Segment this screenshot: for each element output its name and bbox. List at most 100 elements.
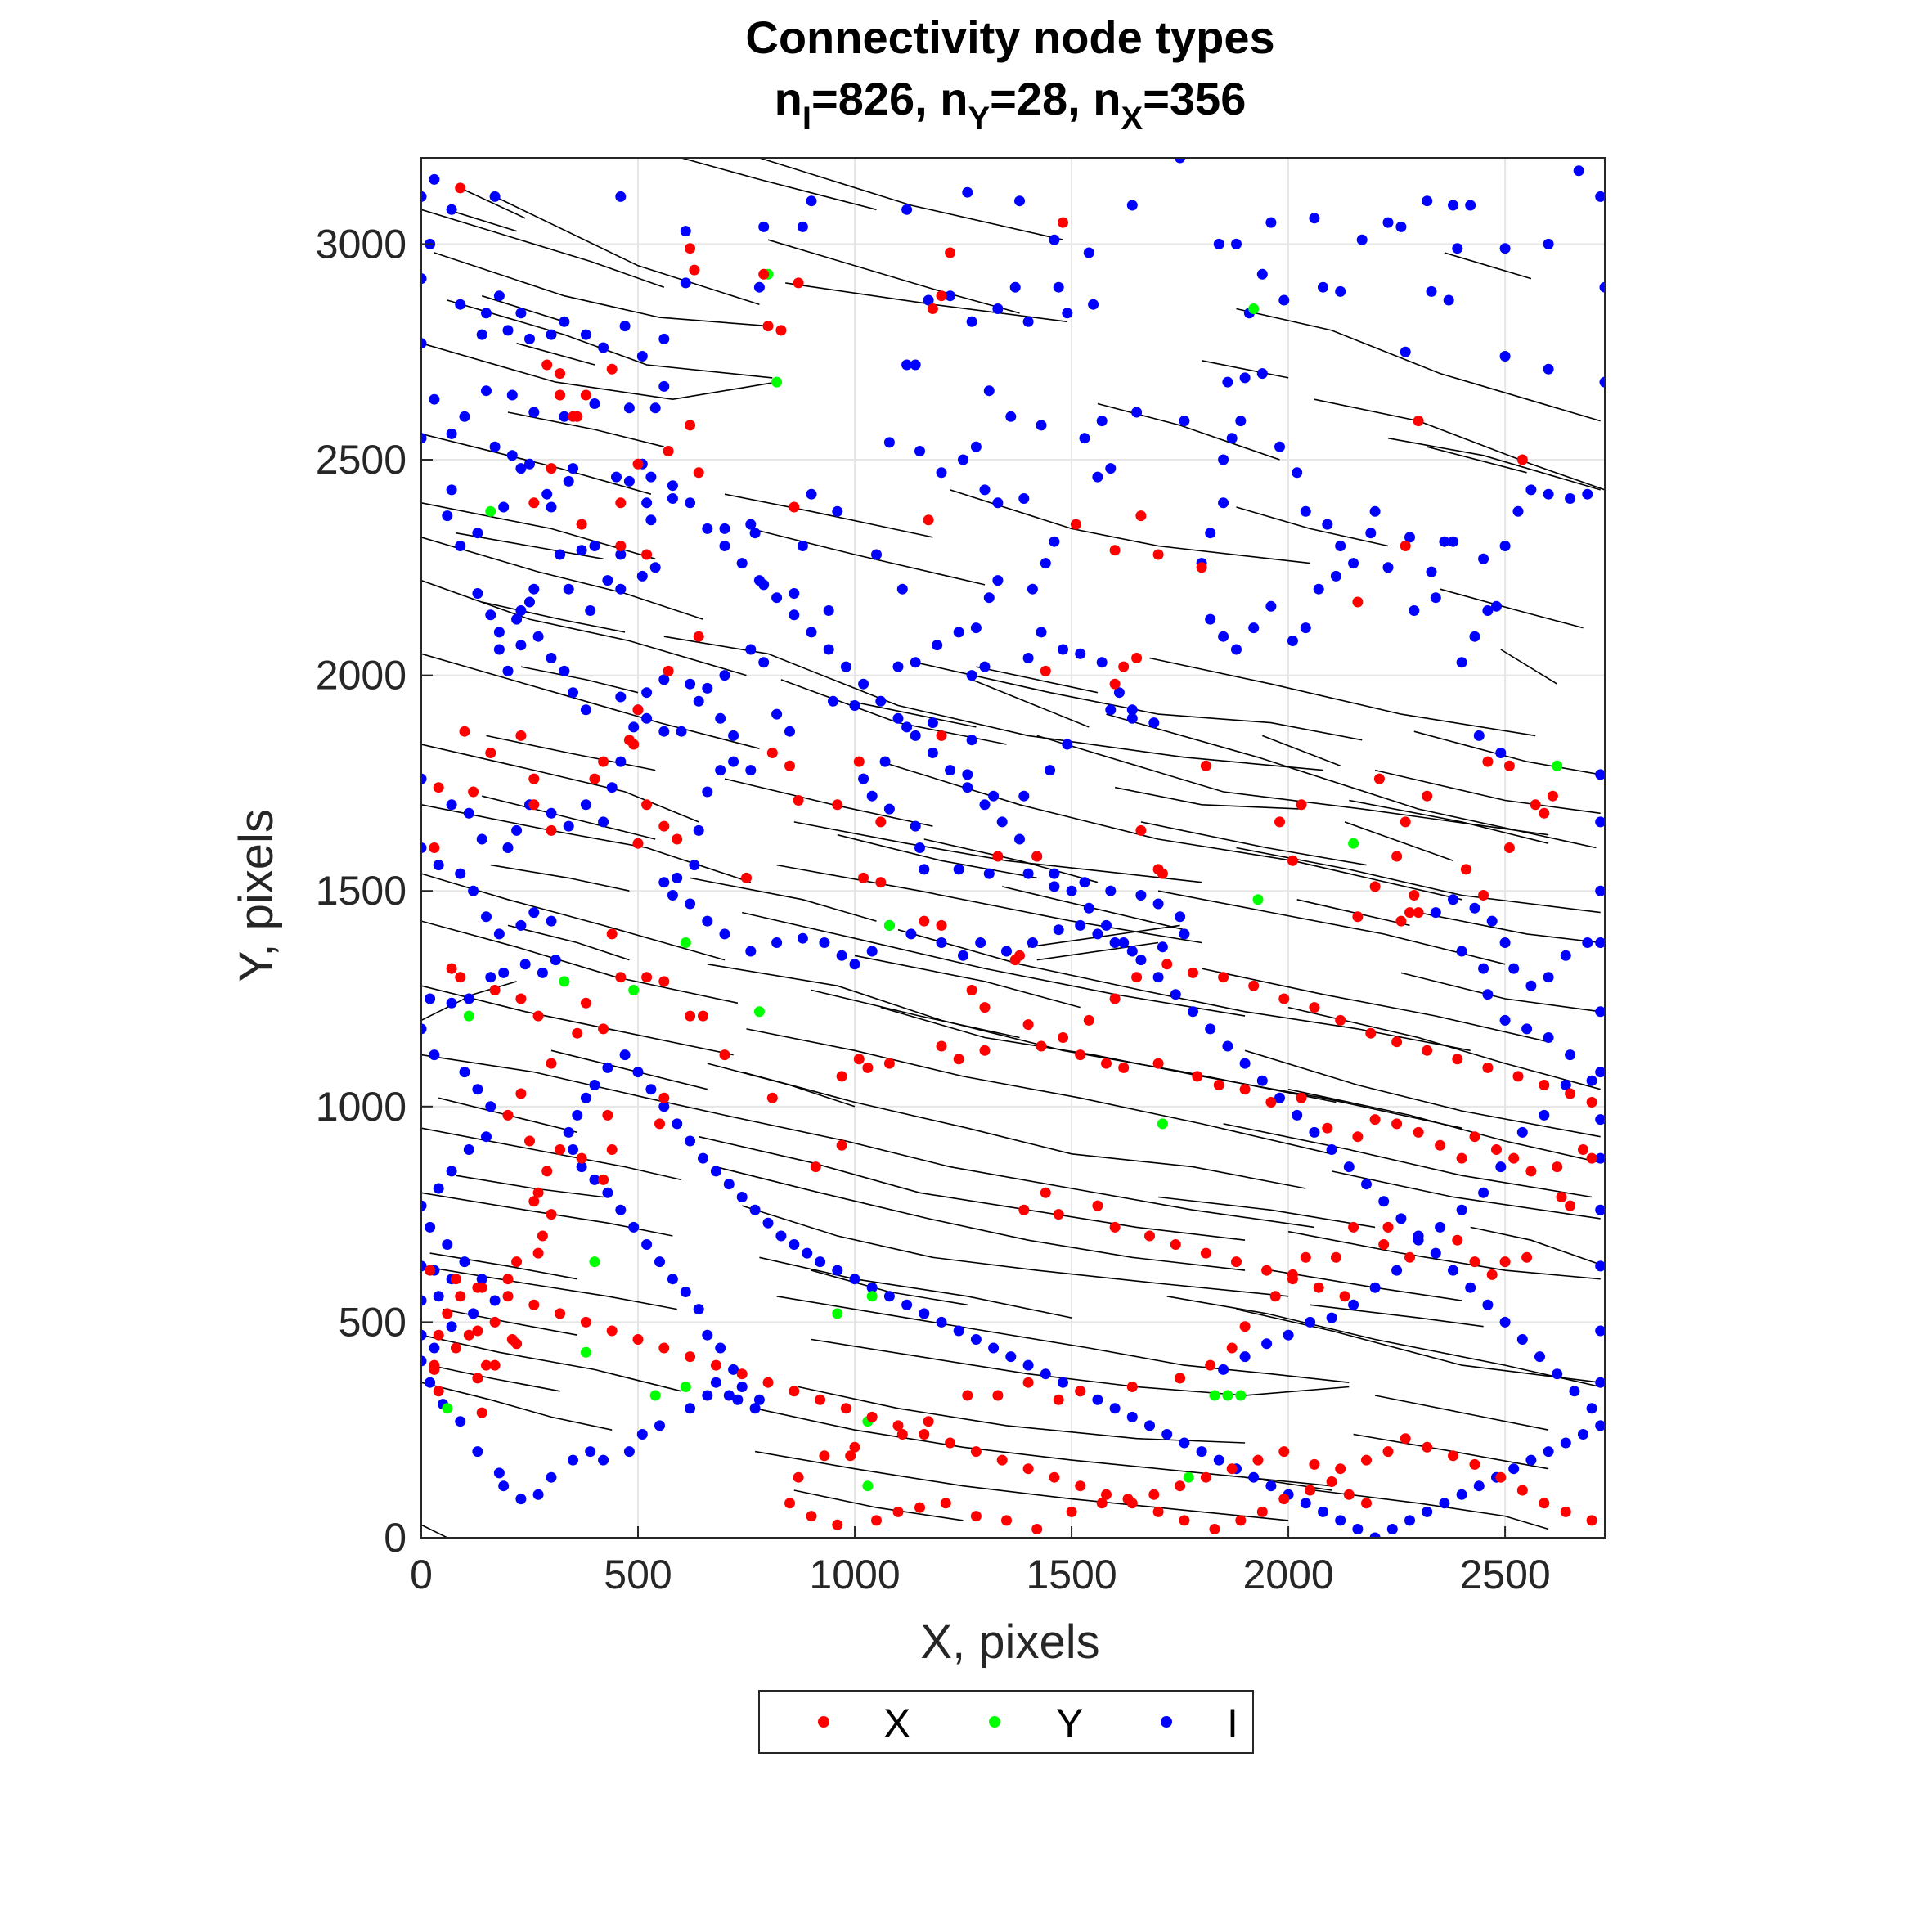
node-point-i [1448, 1265, 1458, 1276]
node-point-x [606, 928, 618, 940]
node-point-i [511, 613, 523, 625]
node-point-x [546, 1209, 557, 1220]
node-point-i [685, 1403, 696, 1414]
node-point-i [836, 950, 847, 961]
node-point-i [446, 204, 457, 215]
connectivity-segment [1166, 1296, 1601, 1388]
node-point-i [988, 1342, 1000, 1354]
node-point-x [1313, 1282, 1324, 1293]
node-point-x [658, 1342, 670, 1354]
connectivity-segment [811, 989, 1020, 1039]
node-point-x [1521, 1251, 1533, 1263]
node-point-x [1200, 760, 1211, 771]
node-point-x [1144, 1230, 1155, 1242]
node-point-x [685, 1351, 696, 1363]
node-point-y [1222, 1390, 1233, 1401]
node-point-x [576, 1152, 587, 1164]
node-point-x [1296, 1092, 1307, 1103]
node-point-x [1469, 1256, 1480, 1268]
node-point-x [1460, 864, 1471, 875]
node-point-x [1118, 661, 1130, 672]
node-point-i [442, 510, 453, 522]
node-point-i [970, 441, 982, 452]
node-point-i [975, 937, 986, 948]
node-point-i [1218, 454, 1229, 465]
node-point-x [1491, 1144, 1502, 1155]
node-point-i [1231, 238, 1242, 249]
node-point-i [685, 1135, 696, 1147]
connectivity-segment [421, 342, 777, 401]
node-point-i [1274, 1092, 1285, 1103]
subtitle-nI-sub: I [802, 101, 811, 137]
legend: X Y I [758, 1690, 1254, 1754]
connectivity-segment [507, 411, 664, 447]
subtitle-separator-1: , [914, 73, 940, 124]
node-point-x [1175, 1373, 1186, 1384]
connectivity-segment [971, 679, 1090, 728]
node-point-i [958, 454, 968, 465]
node-point-x [1348, 1221, 1359, 1233]
node-point-x [815, 1394, 826, 1405]
node-point-i [866, 790, 878, 802]
node-point-i [1395, 221, 1407, 232]
node-point-i [1196, 1446, 1207, 1458]
node-point-i [1300, 1498, 1311, 1509]
connectivity-segment [1097, 402, 1280, 461]
node-point-i [1027, 583, 1038, 595]
node-point-x [541, 1166, 553, 1177]
node-point-i [1422, 195, 1433, 207]
node-point-x [568, 411, 578, 422]
node-point-x [489, 985, 501, 995]
node-point-i [421, 1329, 427, 1341]
connectivity-segment [780, 679, 1007, 745]
node-point-i [632, 1067, 644, 1078]
node-point-i [966, 316, 977, 327]
node-point-i [914, 446, 925, 456]
node-point-i [1348, 558, 1359, 569]
node-point-i [1118, 937, 1130, 948]
node-point-i [528, 407, 540, 418]
node-point-i [1595, 1204, 1605, 1215]
node-point-i [1465, 1282, 1476, 1293]
node-point-x [1516, 454, 1528, 465]
node-point-x [654, 1118, 665, 1130]
connectivity-segment [490, 864, 630, 892]
node-point-i [1543, 1032, 1554, 1043]
connectivity-segment [460, 187, 526, 219]
node-point-i [1261, 1338, 1273, 1350]
node-point-i [1062, 308, 1073, 319]
node-point-i [515, 605, 527, 616]
node-point-i [953, 864, 964, 875]
node-point-i [1222, 376, 1233, 388]
node-point-i [446, 484, 457, 496]
node-point-x [572, 1027, 583, 1039]
connectivity-segment [421, 920, 739, 1004]
node-point-i [563, 475, 574, 487]
node-point-x [1452, 1234, 1463, 1246]
node-point-i [1058, 1377, 1068, 1388]
node-point-i [1058, 644, 1068, 655]
node-point-x [853, 1054, 865, 1065]
node-point-i [446, 799, 457, 811]
node-point-i [502, 325, 514, 336]
connectivity-segment [976, 666, 1099, 694]
node-point-i [667, 480, 678, 492]
node-point-i [1430, 907, 1441, 919]
connectivity-segment [759, 158, 1063, 240]
node-point-x [1058, 1032, 1068, 1043]
node-point-x [615, 541, 627, 551]
node-point-i [1335, 285, 1346, 297]
node-point-i [1395, 1213, 1407, 1224]
node-point-i [1365, 528, 1377, 539]
connectivity-segment [724, 778, 933, 827]
legend-marker-i [1161, 1716, 1172, 1728]
node-point-i [628, 721, 640, 733]
node-point-i [1343, 1161, 1355, 1173]
connectivity-segment [1158, 1196, 1376, 1229]
legend-box [758, 1690, 1254, 1754]
node-point-i [1022, 1359, 1034, 1371]
connectivity-segment [741, 1205, 1289, 1297]
node-point-i [715, 712, 726, 724]
connectivity-segment [1287, 1006, 1601, 1090]
node-point-i [1486, 915, 1498, 927]
